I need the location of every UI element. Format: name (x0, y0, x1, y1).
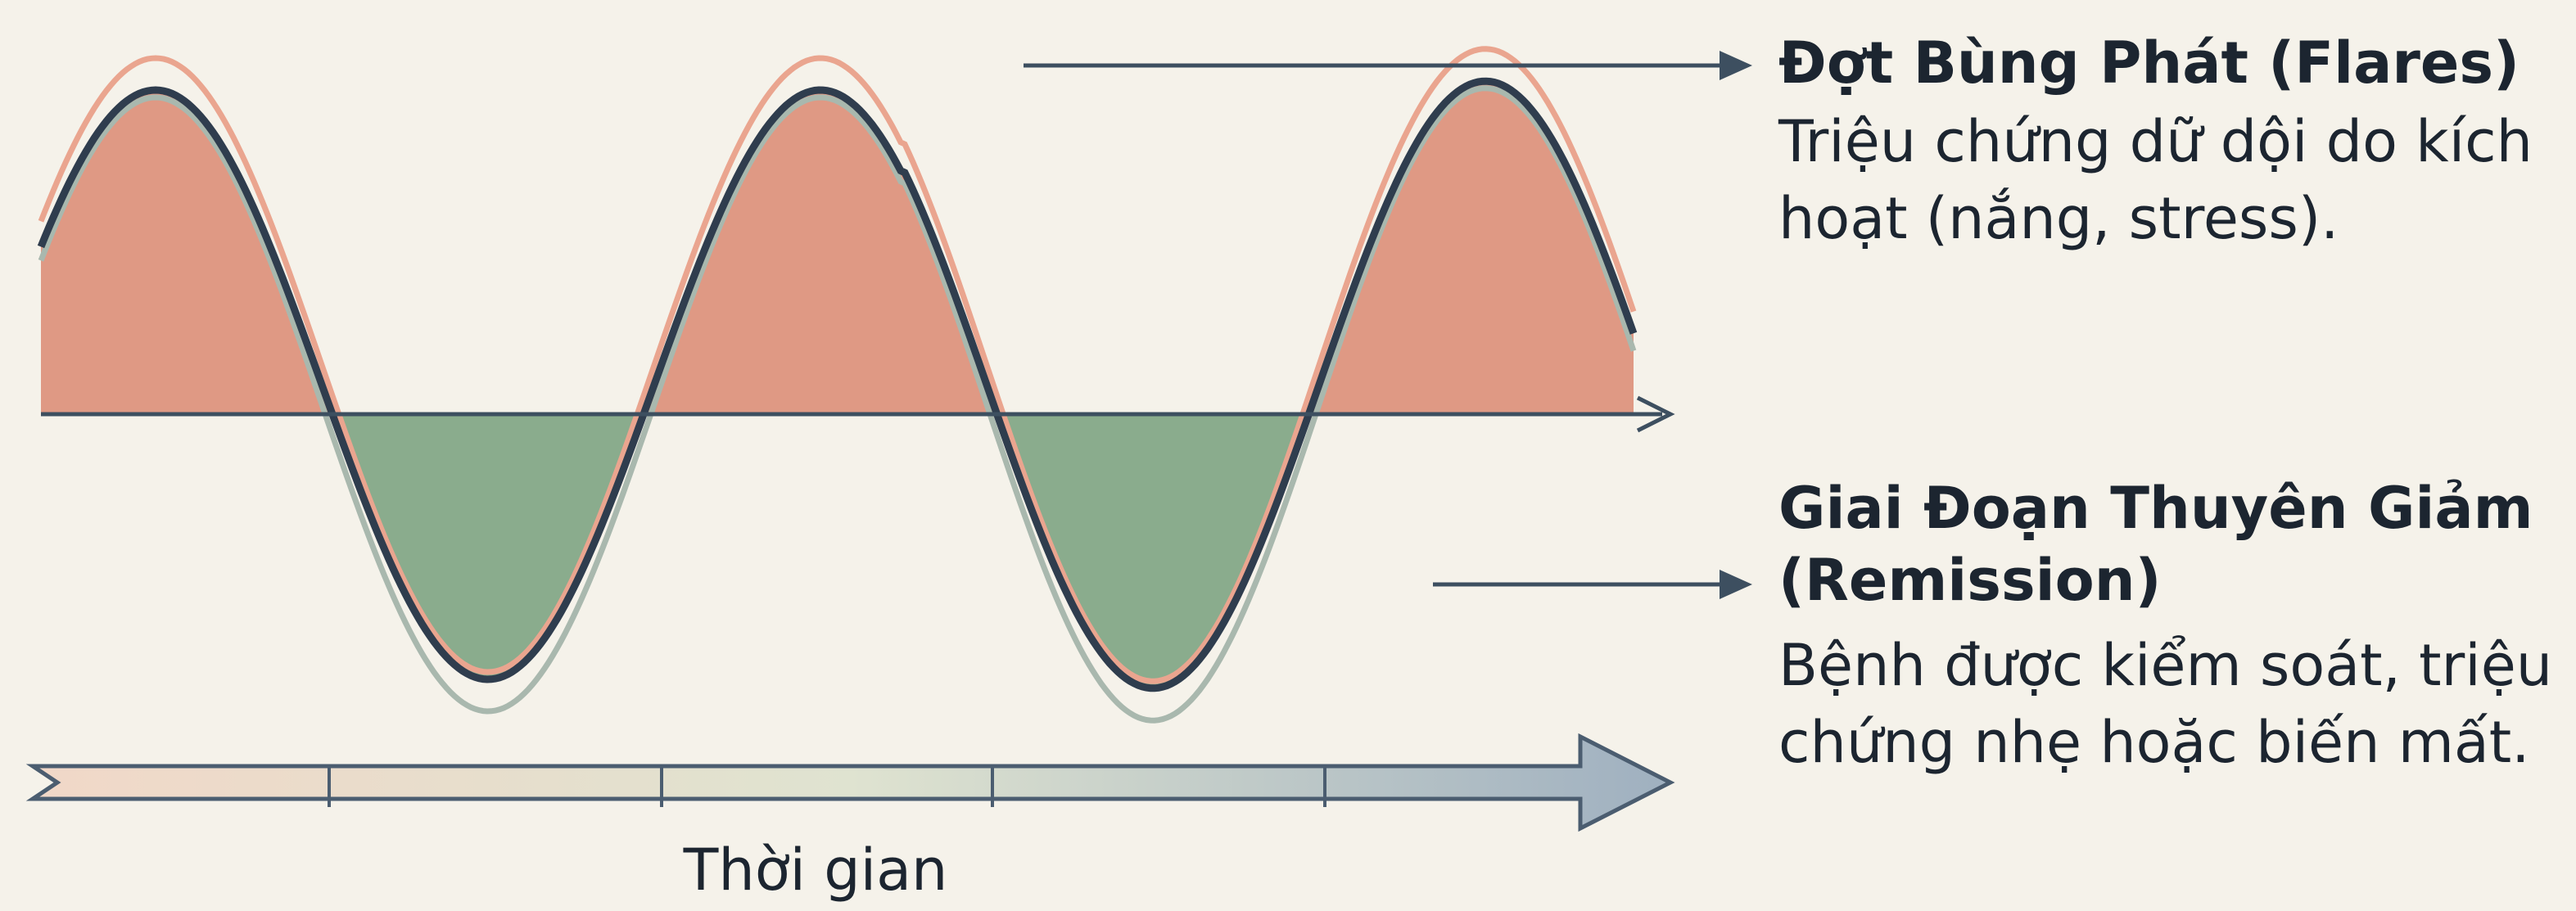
page: Thời gian Đợt Bùng Phát (Flares) Triệu c… (0, 0, 2576, 911)
remission-description: chứng nhẹ hoặc biến mất. (1778, 709, 2530, 776)
remission-arrowhead (1720, 570, 1752, 599)
wave-group (41, 49, 1634, 720)
flare-arrowhead (1720, 51, 1752, 80)
diagram: Thời gian Đợt Bùng Phát (Flares) Triệu c… (0, 0, 2576, 911)
flare-description: hoạt (nắng, stress). (1778, 185, 2339, 252)
flare-title: Đợt Bùng Phát (Flares) (1778, 29, 2520, 97)
timeline-bar (33, 737, 1670, 828)
remission-title: Giai Đoạn Thuyên Giảm (1778, 475, 2533, 542)
flare-area (41, 81, 1634, 688)
time-label: Thời gian (683, 837, 948, 904)
remission-description: Bệnh được kiểm soát, triệu (1778, 632, 2552, 699)
flare-description: Triệu chứng dữ dội do kích (1778, 108, 2533, 175)
remission-title: (Remission) (1778, 547, 2162, 614)
